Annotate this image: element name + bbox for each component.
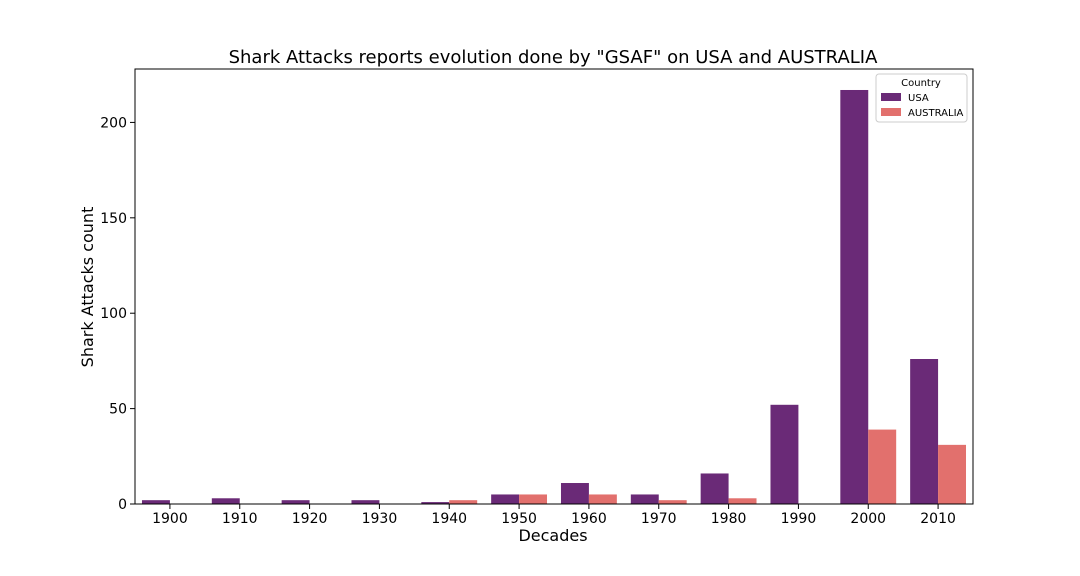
bars-group [141, 89, 967, 505]
bar-usa-1990 [770, 404, 799, 504]
bar-usa-2000 [840, 89, 869, 505]
y-tick-label: 0 [118, 497, 127, 513]
bar-usa-1940 [421, 502, 450, 504]
bar-usa-2010 [910, 359, 939, 504]
x-tick-label: 1900 [152, 511, 188, 527]
bar-australia-1980 [728, 498, 757, 504]
bar-usa-1910 [211, 498, 240, 504]
x-tick-label: 1990 [781, 511, 817, 527]
bar-usa-1900 [141, 500, 170, 504]
y-tick-label: 50 [109, 402, 127, 418]
legend-title: Country [901, 78, 941, 89]
y-axis-title: Shark Attacks count [78, 207, 97, 368]
bar-australia-1960 [588, 494, 617, 504]
x-tick-label: 2000 [850, 511, 886, 527]
x-tick-label: 1980 [711, 511, 747, 527]
y-axis: 0 50 100 150 200 [100, 115, 135, 513]
bar-usa-1950 [491, 494, 520, 504]
x-axis: 1900 1910 1920 1930 1940 1950 1960 1970 1980 1990… [152, 504, 956, 527]
x-tick-label: 1940 [431, 511, 467, 527]
bar-australia-1970 [658, 500, 687, 504]
bar-usa-1930 [351, 500, 380, 504]
bar-usa-1920 [281, 500, 310, 504]
bar-australia-1940 [449, 500, 478, 504]
x-tick-label: 2010 [920, 511, 956, 527]
x-axis-title: Decades [518, 526, 587, 545]
bar-australia-2010 [938, 444, 967, 504]
x-tick-label: 1920 [292, 511, 328, 527]
x-tick-label: 1950 [501, 511, 537, 527]
y-tick-label: 100 [100, 306, 127, 322]
x-tick-label: 1930 [362, 511, 398, 527]
x-tick-label: 1970 [641, 511, 677, 527]
bar-australia-1950 [519, 494, 548, 504]
chart-title: Shark Attacks reports evolution done by … [229, 47, 879, 68]
legend-swatch-usa [881, 93, 901, 101]
bar-usa-1980 [700, 473, 729, 504]
bar-australia-2000 [868, 429, 897, 504]
x-tick-label: 1960 [571, 511, 607, 527]
legend-label-usa: USA [908, 93, 929, 104]
plot-frame [134, 68, 974, 505]
y-tick-label: 200 [100, 115, 127, 131]
bar-usa-1960 [560, 483, 589, 504]
legend-swatch-australia [881, 108, 901, 116]
legend: Country USA AUSTRALIA [875, 73, 968, 123]
bar-usa-1970 [630, 494, 659, 504]
legend-label-australia: AUSTRALIA [908, 108, 964, 119]
x-tick-label: 1910 [222, 511, 258, 527]
y-tick-label: 150 [100, 211, 127, 227]
